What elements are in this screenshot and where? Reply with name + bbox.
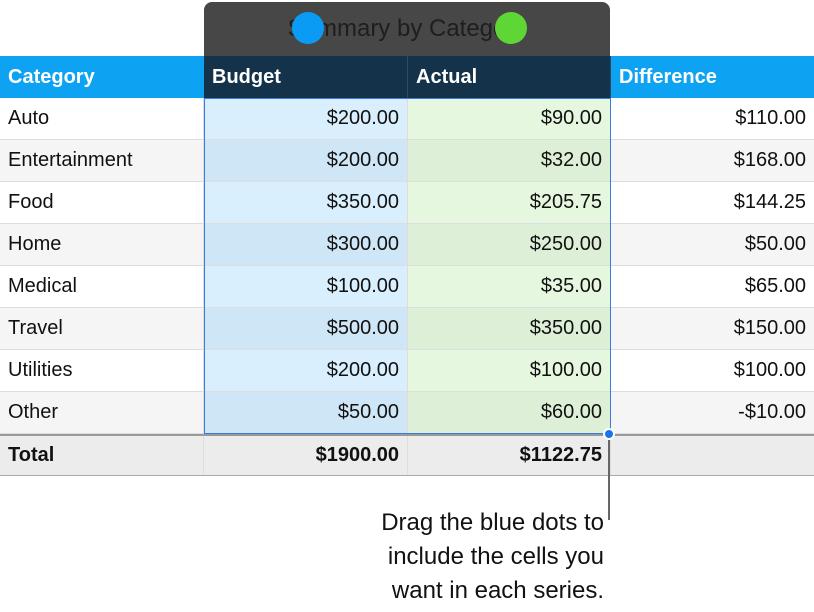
callout-line (608, 440, 610, 520)
cell-actual[interactable]: $350.00 (408, 308, 611, 349)
cell-difference[interactable]: $168.00 (733, 149, 806, 171)
cell-actual[interactable]: $100.00 (408, 350, 611, 391)
cell-actual[interactable]: $32.00 (408, 140, 611, 181)
cell-difference[interactable]: $65.00 (744, 275, 806, 297)
header-budget[interactable]: Budget (204, 56, 408, 98)
table-row: Utilities $200.00 $100.00 $100.00 (0, 350, 814, 392)
header-category[interactable]: Category (8, 65, 95, 88)
cell-category[interactable]: Other (0, 392, 204, 433)
cell-actual[interactable]: $250.00 (408, 224, 611, 265)
cell-budget[interactable]: $200.00 (204, 350, 408, 391)
cell-category[interactable]: Auto (0, 98, 204, 139)
caption-line: want in each series. (391, 577, 604, 604)
header-difference[interactable]: Difference (619, 65, 717, 88)
cell-category[interactable]: Utilities (0, 350, 204, 391)
total-actual[interactable]: $1122.75 (408, 436, 611, 475)
cell-actual[interactable]: $90.00 (408, 98, 611, 139)
table-row: Entertainment $200.00 $32.00 $168.00 (0, 140, 814, 182)
cell-budget[interactable]: $350.00 (204, 182, 408, 223)
cell-category[interactable]: Food (0, 182, 204, 223)
cell-category[interactable]: Medical (0, 266, 204, 307)
cell-difference[interactable]: $144.25 (733, 191, 806, 213)
table-row: Medical $100.00 $35.00 $65.00 (0, 266, 814, 308)
table-row: Auto $200.00 $90.00 $110.00 (0, 98, 814, 140)
cell-difference[interactable]: -$10.00 (738, 401, 806, 423)
total-budget[interactable]: $1900.00 (204, 436, 408, 475)
caption-line: include the cells you (387, 543, 604, 570)
header-actual[interactable]: Actual (408, 56, 611, 98)
cell-category[interactable]: Travel (0, 308, 204, 349)
callout-caption: Drag the blue dots to include the cells … (381, 506, 604, 608)
table-row: Home $300.00 $250.00 $50.00 (0, 224, 814, 266)
cell-budget[interactable]: $200.00 (204, 98, 408, 139)
actual-series-dot[interactable] (495, 12, 527, 44)
cell-difference[interactable]: $100.00 (733, 359, 806, 381)
chart-title: Summary by Category (287, 15, 527, 42)
cell-budget[interactable]: $200.00 (204, 140, 408, 181)
cell-budget[interactable]: $50.00 (204, 392, 408, 433)
table-row: Travel $500.00 $350.00 $150.00 (0, 308, 814, 350)
total-difference[interactable] (611, 436, 814, 475)
cell-actual[interactable]: $205.75 (408, 182, 611, 223)
cell-category[interactable]: Home (0, 224, 204, 265)
cell-actual[interactable]: $35.00 (408, 266, 611, 307)
cell-budget[interactable]: $300.00 (204, 224, 408, 265)
table-row: Other $50.00 $60.00 -$10.00 (0, 392, 814, 434)
selection-resize-handle[interactable] (603, 428, 615, 440)
cell-difference[interactable]: $110.00 (735, 107, 806, 129)
table-row: Food $350.00 $205.75 $144.25 (0, 182, 814, 224)
caption-line: Drag the blue dots to (381, 509, 604, 536)
chart-title-bar: Summary by Category (204, 2, 610, 56)
cell-difference[interactable]: $50.00 (744, 233, 806, 255)
cell-category[interactable]: Entertainment (0, 140, 204, 181)
cell-difference[interactable]: $150.00 (733, 317, 806, 339)
budget-series-dot[interactable] (292, 12, 324, 44)
cell-budget[interactable]: $100.00 (204, 266, 408, 307)
cell-actual[interactable]: $60.00 (408, 392, 611, 433)
header-row: Category Budget Actual Difference (0, 56, 814, 98)
total-row: Total $1900.00 $1122.75 (0, 434, 814, 476)
total-category[interactable]: Total (0, 436, 204, 475)
cell-budget[interactable]: $500.00 (204, 308, 408, 349)
